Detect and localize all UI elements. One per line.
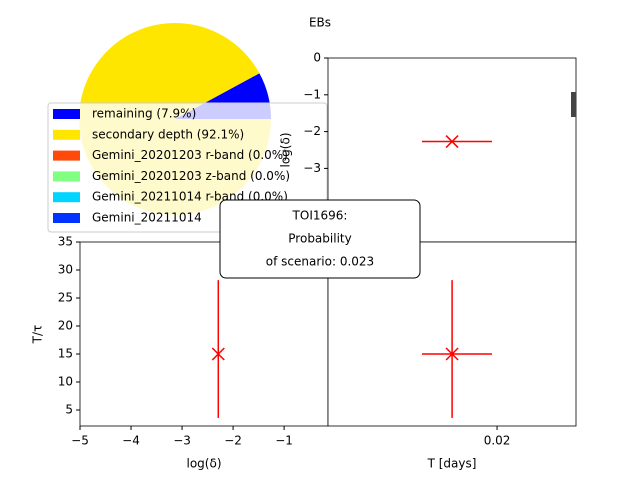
x-tick-label: −5 — [71, 434, 89, 448]
y-tick-label: −1 — [303, 87, 321, 101]
legend-label: secondary depth (92.1%) — [92, 127, 244, 141]
legend-swatch — [53, 129, 80, 140]
y-tick-label: 0 — [313, 51, 321, 65]
annotation-box — [219, 199, 421, 279]
point-marker — [445, 135, 459, 149]
x-axis-label: T [days] — [427, 457, 477, 471]
point-marker — [211, 347, 225, 361]
x-tick-label: −2 — [224, 434, 242, 448]
x-tick-label: −3 — [173, 434, 191, 448]
y-tick-label: 25 — [58, 290, 73, 304]
legend-swatch — [53, 109, 80, 119]
point-marker — [445, 347, 459, 361]
y-tick-label: 35 — [58, 235, 73, 249]
x-tick-label: −1 — [275, 434, 293, 448]
side-artifact — [571, 92, 576, 117]
annotation-line: of scenario: 0.023 — [266, 255, 374, 269]
annotation-line: TOI1696: — [292, 209, 348, 223]
y-tick-label: 30 — [58, 262, 73, 276]
axes-frame — [327, 241, 577, 427]
x-tick-label: −4 — [122, 434, 140, 448]
legend-label: Gemini_20201203 z-band (0.0%) — [92, 169, 290, 183]
legend-label: remaining (7.9%) — [92, 107, 196, 121]
y-tick-label: 20 — [58, 318, 73, 332]
y-axis-label: T/τ — [31, 325, 45, 345]
legend-swatch — [53, 150, 80, 161]
legend-label: Gemini_20211014 — [92, 211, 202, 225]
legend-swatch — [53, 192, 80, 203]
legend-swatch — [53, 171, 80, 182]
legend-swatch — [53, 213, 80, 223]
y-axis-label: log(δ) — [279, 133, 293, 168]
x-tick-label: 0.02 — [484, 434, 511, 448]
y-tick-label: −2 — [303, 124, 321, 138]
y-tick-label: 15 — [58, 346, 73, 360]
x-axis-label: log(δ) — [187, 457, 222, 471]
y-tick-label: 10 — [58, 374, 73, 388]
annotation-line: Probability — [288, 232, 351, 246]
figure-title: EBs — [309, 16, 331, 30]
y-tick-label: −3 — [303, 161, 321, 175]
y-tick-label: 5 — [65, 402, 73, 416]
legend-label: Gemini_20201203 r-band (0.0%) — [92, 148, 288, 162]
